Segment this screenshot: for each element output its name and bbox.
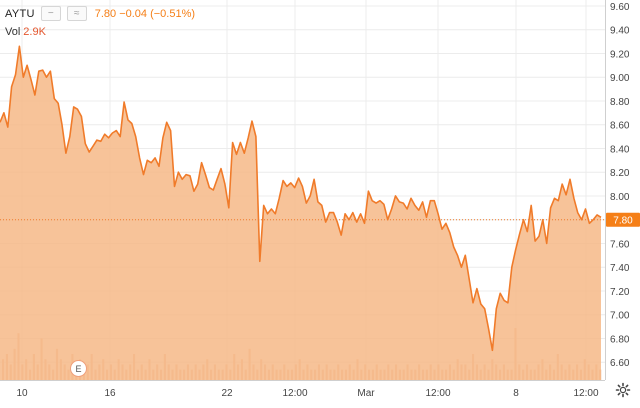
y-tick-label: 8.20 xyxy=(610,168,630,179)
x-tick-label: Mar xyxy=(357,388,375,399)
y-tick-label: 8.00 xyxy=(610,192,630,203)
earnings-marker[interactable]: E xyxy=(70,360,87,377)
y-tick-label: 8.60 xyxy=(610,121,630,132)
chart-legend: AYTU − ≈ 7.80 −0.04 (−0.51%) xyxy=(5,6,195,21)
minus-icon[interactable]: − xyxy=(40,6,61,21)
volume-label: Vol xyxy=(5,26,21,38)
volume-legend: Vol 2.9K xyxy=(5,26,46,38)
ticker-symbol[interactable]: AYTU xyxy=(5,7,35,20)
volume-value: 2.9K xyxy=(23,26,46,38)
y-tick-label: 6.60 xyxy=(610,358,630,369)
x-tick-label: 10 xyxy=(16,388,28,399)
price-line xyxy=(0,45,602,352)
price-change: 7.80 −0.04 (−0.51%) xyxy=(94,7,196,20)
y-tick-label: 8.40 xyxy=(610,144,630,155)
y-tick-label: 9.00 xyxy=(610,73,630,84)
x-tick-label: 12:00 xyxy=(282,388,307,399)
price-area xyxy=(0,46,601,381)
x-tick-label: 22 xyxy=(221,388,233,399)
compare-icon[interactable]: ≈ xyxy=(66,6,87,21)
x-tick-label: 12:00 xyxy=(425,388,450,399)
y-tick-label: 7.00 xyxy=(610,311,630,322)
gear-icon[interactable] xyxy=(613,380,633,400)
y-tick-label: 9.60 xyxy=(610,2,630,13)
x-tick-label: 12:00 xyxy=(573,388,598,399)
y-tick-label: 8.80 xyxy=(610,97,630,108)
y-tick-label: 9.20 xyxy=(610,49,630,60)
y-tick-label: 7.60 xyxy=(610,239,630,250)
last-price-label-bg xyxy=(606,212,640,227)
y-tick-label: 6.80 xyxy=(610,334,630,345)
x-tick-label: 16 xyxy=(104,388,116,399)
y-tick-label: 9.40 xyxy=(610,26,630,37)
x-tick-label: 8 xyxy=(513,388,519,399)
y-tick-label: 7.40 xyxy=(610,263,630,274)
last-price-label: 7.80 xyxy=(613,216,633,227)
y-tick-label: 7.20 xyxy=(610,287,630,298)
